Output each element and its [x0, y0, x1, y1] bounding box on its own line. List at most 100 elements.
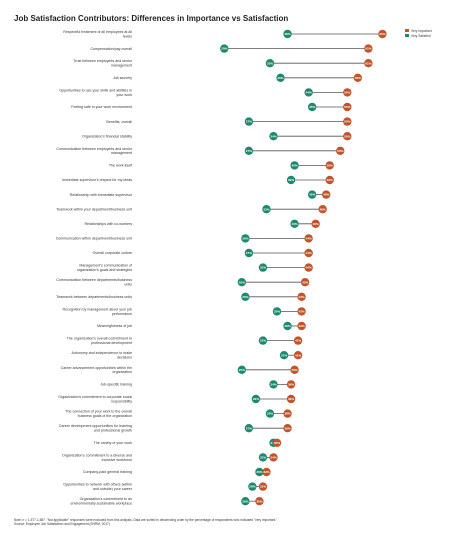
important-dot: [286, 394, 296, 404]
satisfied-value-label: 45%: [309, 105, 315, 109]
important-dot: [343, 102, 352, 112]
legend-label-important: Very Important: [411, 28, 432, 33]
important-value-label: 35%: [274, 441, 280, 445]
important-dot: [378, 29, 387, 39]
satisfied-dot: [255, 467, 264, 477]
important-dot: [364, 44, 373, 53]
satisfied-dot: [258, 453, 268, 462]
satisfied-value-label: 30%: [256, 470, 262, 474]
source-text: Source: Employee Job Satisfaction and En…: [14, 522, 110, 526]
important-value-label: 49%: [323, 193, 329, 197]
category-label: Opportunities to network with others (wi…: [63, 483, 133, 491]
important-value-label: 50%: [327, 164, 333, 168]
satisfied-dot: [265, 59, 275, 68]
important-dot: [255, 497, 264, 506]
legend: Very Important Very Satisfied: [405, 28, 432, 38]
important-value-label: 39%: [288, 383, 294, 387]
important-dot: [286, 380, 296, 389]
important-dot: [272, 438, 282, 447]
satisfied-dot: [290, 161, 299, 170]
category-label: The work itself: [109, 164, 132, 168]
important-value-label: 58%: [355, 76, 361, 80]
important-value-label: 38%: [284, 426, 290, 430]
satisfied-value-label: 37%: [281, 353, 287, 357]
category-label: Benefits, overall: [106, 120, 132, 124]
important-value-label: 50%: [327, 178, 333, 182]
important-value-label: 40%: [291, 368, 297, 372]
important-dot: [343, 88, 352, 97]
important-value-label: 41%: [295, 353, 301, 357]
important-value-label: 41%: [295, 339, 301, 343]
satisfied-value-label: 25%: [239, 280, 245, 284]
important-dot: [353, 73, 363, 83]
note-text: Note: n = 1,577-1,587. "Not applicable" …: [14, 518, 278, 522]
important-dot: [269, 453, 278, 462]
category-label: Autonomy and independence to make decisio…: [71, 351, 132, 359]
important-dot: [304, 234, 313, 243]
satisfied-value-label: 36%: [277, 76, 283, 80]
important-value-label: 42%: [298, 310, 304, 314]
satisfied-dot: [241, 497, 250, 506]
important-value-label: 48%: [320, 207, 326, 211]
important-value-label: 34%: [270, 456, 276, 460]
important-value-label: 53%: [337, 149, 343, 153]
important-dot: [293, 351, 303, 360]
category-label: Organization's commitment to an environme…: [70, 497, 132, 505]
category-label: Organization's commitment to corporate s…: [58, 395, 132, 403]
satisfied-dot: [279, 351, 289, 360]
category-label: Communication within department/business…: [56, 237, 132, 241]
category-label: Opportunities to use your skills and abi…: [59, 88, 132, 96]
important-value-label: 38%: [284, 412, 290, 416]
important-dot: [297, 321, 306, 331]
satisfied-dot: [262, 205, 271, 214]
satisfied-dot: [283, 321, 292, 331]
satisfied-value-label: 34%: [270, 383, 276, 387]
important-dot: [343, 132, 352, 141]
category-label: Teamwork within your department/business…: [56, 207, 132, 211]
satisfied-dot: [286, 175, 296, 185]
legend-entry-important: Very Important: [405, 28, 432, 33]
important-value-label: 55%: [344, 91, 350, 95]
category-label: The variety of your work: [94, 441, 133, 445]
important-value-label: 55%: [344, 105, 350, 109]
category-label: Trust between employees and senior manage…: [73, 59, 133, 67]
important-dot: [283, 409, 292, 418]
important-value-label: 44%: [306, 251, 312, 255]
satisfied-value-label: 25%: [239, 368, 245, 372]
satisfied-value-label: 20%: [221, 47, 227, 51]
satisfied-value-label: 32%: [263, 207, 269, 211]
chart-title: Job Satisfaction Contributors: Differenc…: [14, 14, 289, 23]
important-value-label: 61%: [365, 61, 371, 65]
category-label: Relationships with co-workers: [84, 222, 132, 226]
satisfied-value-label: 33%: [267, 61, 273, 65]
satisfied-dot: [251, 394, 261, 404]
important-value-label: 30%: [256, 499, 262, 503]
important-value-label: 44%: [306, 237, 312, 241]
satisfied-dot: [290, 219, 299, 228]
satisfied-dot: [283, 29, 292, 39]
satisfied-value-label: 27%: [246, 149, 252, 153]
important-dot: [343, 117, 352, 126]
legend-swatch-important: [405, 29, 409, 32]
important-dot: [297, 292, 306, 301]
important-value-label: 43%: [302, 280, 308, 284]
satisfied-dot: [258, 263, 268, 272]
category-label: Relationship with immediate supervisor: [70, 193, 133, 197]
category-label: Organization's financial stability: [82, 134, 132, 138]
important-dot: [297, 307, 306, 316]
category-label: Overall corporate culture: [93, 251, 132, 255]
satisfied-dot: [237, 365, 247, 374]
satisfied-value-label: 38%: [284, 324, 290, 328]
satisfied-dot: [241, 234, 250, 243]
satisfied-value-label: 45%: [309, 193, 315, 197]
satisfied-value-label: 33%: [267, 412, 273, 416]
category-label: Compensation/pay overall: [90, 47, 132, 51]
category-label: Recognition by management about your job…: [62, 307, 132, 315]
important-dot: [325, 175, 334, 185]
satisfied-dot: [244, 117, 254, 126]
important-value-label: 55%: [344, 134, 350, 138]
important-value-label: 61%: [365, 47, 371, 51]
satisfied-dot: [237, 278, 247, 287]
satisfied-dot: [220, 44, 229, 53]
satisfied-dot: [269, 380, 278, 389]
